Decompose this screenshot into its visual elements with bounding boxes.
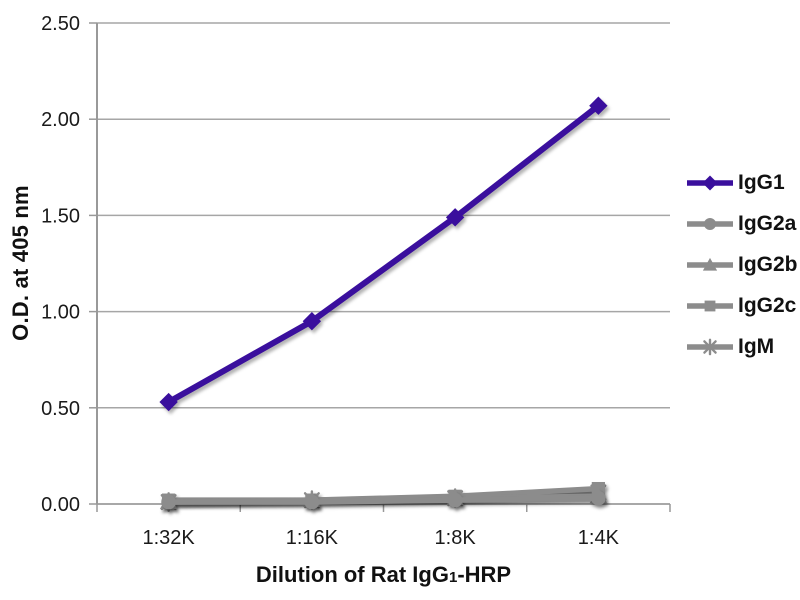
y-tick-label: 1.00: [41, 302, 80, 324]
marker-IgG2a-1:4K: [591, 490, 606, 506]
marker-IgG1-1:16K: [302, 312, 322, 331]
legend-label: IgG2b: [738, 252, 798, 276]
legend-marker-triangle: [702, 257, 718, 271]
series-line-IgG2a: [168, 495, 599, 505]
x-tick-label: 1:32K: [142, 527, 195, 549]
y-tick-label: 2.50: [41, 13, 80, 35]
x-tick-label: 1:4K: [578, 527, 620, 549]
marker-IgG1-1:32K: [159, 392, 178, 412]
legend-marker-asterisk: [703, 338, 717, 355]
legend-marker-circle: [704, 217, 716, 230]
legend-label: IgG2a: [738, 211, 797, 235]
legend-label: IgG2c: [738, 293, 797, 317]
marker-IgG1-1:8K: [445, 208, 465, 227]
legend: IgG1 IgG2a IgG2b IgG2c IgM: [686, 162, 798, 367]
marker-IgG1-1:4K: [589, 96, 608, 115]
y-axis-title: O.D. at 405 nm: [8, 185, 33, 341]
x-axis-title-subscript: 1: [448, 569, 458, 586]
legend-marker-diamond: [702, 175, 718, 190]
legend-label: IgM: [738, 334, 775, 358]
legend-marker-square: [704, 300, 716, 311]
x-axis-title: Dilution of Rat IgG1-HRP: [97, 562, 670, 588]
y-tick-label: 0.00: [41, 494, 80, 516]
legend-label: IgG1: [738, 170, 785, 194]
x-tick-label: 1:16K: [286, 527, 339, 549]
marker-IgG2a-1:32K: [161, 494, 176, 510]
legend-item-IgM: IgM: [686, 326, 798, 367]
legend-swatch-asterisk-icon: [687, 338, 733, 355]
legend-swatch-diamond-icon: [687, 175, 733, 190]
legend-item-IgG2c: IgG2c: [686, 285, 798, 326]
legend-swatch-triangle-icon: [687, 257, 733, 271]
y-tick-label: 1.50: [41, 205, 80, 227]
series-IgG2a: [161, 490, 606, 510]
legend-swatch-circle-icon: [687, 217, 733, 230]
marker-IgG2a-1:8K: [447, 492, 463, 508]
legend-item-IgG2a: IgG2a: [686, 203, 798, 244]
x-tick-label: 1:8K: [435, 527, 477, 549]
legend-item-IgG2b: IgG2b: [686, 244, 798, 285]
marker-IgG2a-1:16K: [304, 494, 320, 510]
y-tick-label: 0.50: [41, 398, 80, 420]
legend-swatch-square-icon: [687, 300, 733, 311]
legend-item-IgG1: IgG1: [686, 162, 798, 203]
y-tick-label: 2.00: [41, 109, 80, 131]
series-line-IgG1: [167, 103, 601, 405]
series-IgG1: [159, 96, 608, 412]
x-axis-title-prefix: Dilution of Rat IgG: [255, 562, 449, 587]
x-axis-title-suffix: -HRP: [457, 562, 512, 587]
